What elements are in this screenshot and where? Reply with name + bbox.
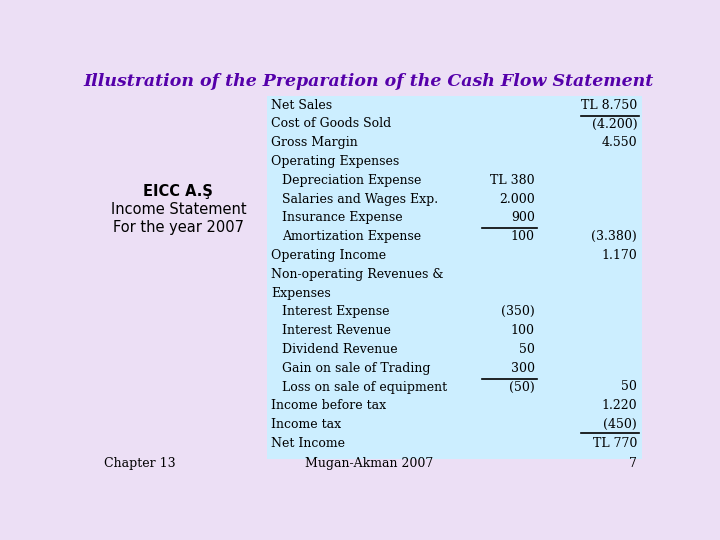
Text: 1.220: 1.220	[601, 399, 637, 412]
Text: 1.170: 1.170	[601, 249, 637, 262]
Text: Interest Revenue: Interest Revenue	[282, 324, 391, 337]
FancyBboxPatch shape	[266, 96, 642, 459]
Text: Insurance Expense: Insurance Expense	[282, 211, 402, 225]
Text: Salaries and Wages Exp.: Salaries and Wages Exp.	[282, 193, 438, 206]
Text: Cost of Goods Sold: Cost of Goods Sold	[271, 118, 392, 131]
FancyBboxPatch shape	[90, 65, 648, 96]
Text: TL 8.750: TL 8.750	[581, 99, 637, 112]
Text: (350): (350)	[501, 305, 535, 319]
Text: Operating Expenses: Operating Expenses	[271, 155, 400, 168]
Text: Illustration of the Preparation of the Cash Flow Statement: Illustration of the Preparation of the C…	[84, 72, 654, 90]
Text: 4.550: 4.550	[601, 136, 637, 149]
Text: Net Income: Net Income	[271, 437, 346, 450]
Text: 7: 7	[629, 457, 637, 470]
Text: 50: 50	[519, 343, 535, 356]
Text: Amortization Expense: Amortization Expense	[282, 230, 421, 243]
Text: 300: 300	[511, 362, 535, 375]
Text: Interest Expense: Interest Expense	[282, 305, 390, 319]
Text: Chapter 13: Chapter 13	[104, 457, 176, 470]
Text: 100: 100	[511, 324, 535, 337]
Text: Loss on sale of equipment: Loss on sale of equipment	[282, 381, 447, 394]
Text: For the year 2007: For the year 2007	[113, 220, 244, 234]
Text: TL 770: TL 770	[593, 437, 637, 450]
Text: 100: 100	[511, 230, 535, 243]
Text: (3.380): (3.380)	[591, 230, 637, 243]
Text: Operating Income: Operating Income	[271, 249, 387, 262]
Text: 900: 900	[511, 211, 535, 225]
Text: Non-operating Revenues &: Non-operating Revenues &	[271, 268, 444, 281]
Text: Expenses: Expenses	[271, 287, 331, 300]
Text: Net Sales: Net Sales	[271, 99, 333, 112]
Text: (450): (450)	[603, 418, 637, 431]
Text: Depreciation Expense: Depreciation Expense	[282, 174, 422, 187]
Text: Income before tax: Income before tax	[271, 399, 387, 412]
Text: Gross Margin: Gross Margin	[271, 136, 358, 149]
Text: Income tax: Income tax	[271, 418, 341, 431]
Text: (4.200): (4.200)	[592, 118, 637, 131]
Text: Income Statement: Income Statement	[111, 202, 246, 217]
Text: Gain on sale of Trading: Gain on sale of Trading	[282, 362, 431, 375]
Text: 2.000: 2.000	[499, 193, 535, 206]
Text: EICC A.Ş: EICC A.Ş	[143, 184, 213, 199]
Text: 50: 50	[621, 381, 637, 394]
Text: Mugan-Akman 2007: Mugan-Akman 2007	[305, 457, 433, 470]
Text: (50): (50)	[509, 381, 535, 394]
Text: Dividend Revenue: Dividend Revenue	[282, 343, 398, 356]
Text: TL 380: TL 380	[490, 174, 535, 187]
